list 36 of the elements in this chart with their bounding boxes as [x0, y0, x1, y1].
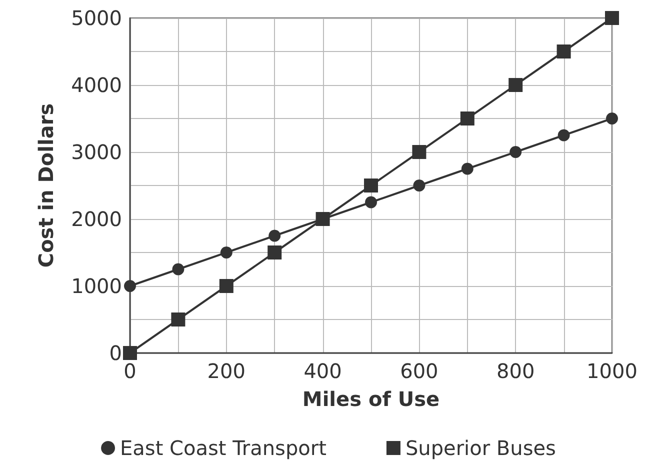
point	[508, 78, 523, 92]
x-tick-label: 200	[207, 359, 246, 383]
x-tick-label: 400	[304, 359, 342, 383]
point	[171, 312, 186, 326]
x-tick-label: 800	[496, 359, 535, 383]
point	[172, 263, 184, 276]
legend-label: East Coast Transport	[120, 436, 327, 460]
point	[219, 279, 234, 293]
y-tick-label: 1000	[71, 274, 122, 298]
x-tick-label: 0	[124, 359, 136, 383]
y-tick-label: 3000	[71, 140, 122, 164]
point	[606, 112, 618, 124]
point	[558, 129, 570, 142]
x-tick-label: 600	[400, 359, 438, 383]
point	[556, 44, 571, 58]
point	[412, 145, 426, 159]
point	[510, 146, 522, 158]
point	[124, 280, 136, 292]
point	[364, 178, 378, 192]
point	[605, 11, 619, 25]
y-tick-label: 4000	[71, 73, 122, 97]
point	[461, 162, 474, 175]
point	[268, 246, 282, 260]
y-axis-title: Cost in Dollars	[34, 103, 58, 268]
x-tick-label: 1000	[586, 359, 638, 383]
point	[460, 112, 474, 126]
x-axis-title: Miles of Use	[302, 387, 440, 411]
point	[123, 346, 137, 360]
legend-label: Superior Buses	[405, 436, 556, 460]
y-tick-label: 2000	[71, 207, 122, 231]
point	[413, 180, 426, 192]
y-tick-label: 0	[109, 341, 122, 365]
point	[268, 230, 281, 242]
point	[365, 196, 377, 208]
point	[220, 246, 232, 258]
y-tick-label: 5000	[71, 6, 122, 30]
